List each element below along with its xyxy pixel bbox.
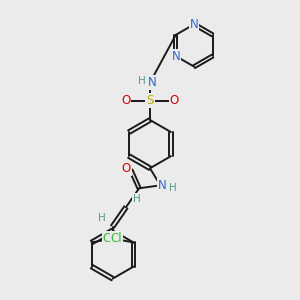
Text: O: O — [169, 94, 179, 107]
Text: H: H — [169, 183, 176, 193]
Text: N: N — [190, 18, 199, 31]
Text: O: O — [122, 162, 131, 175]
Text: O: O — [121, 94, 130, 107]
Text: Cl: Cl — [103, 232, 114, 245]
Text: S: S — [146, 94, 154, 107]
Text: N: N — [148, 76, 157, 89]
Text: N: N — [158, 179, 167, 192]
Text: N: N — [171, 50, 180, 63]
Text: Cl: Cl — [111, 232, 122, 245]
Text: H: H — [138, 76, 146, 86]
Text: H: H — [98, 213, 106, 223]
Text: H: H — [133, 194, 141, 204]
